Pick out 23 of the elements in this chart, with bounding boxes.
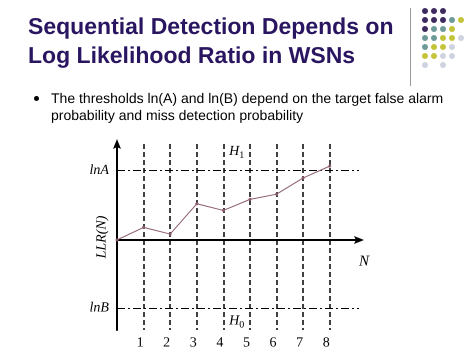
point bbox=[275, 192, 278, 196]
x-axis-title: N bbox=[358, 253, 370, 270]
chart-title: Sequential Detection Depends on Log Likelihood Ratio in WSNs bbox=[28, 12, 394, 70]
point bbox=[195, 202, 198, 206]
x-tick-label: 5 bbox=[242, 336, 250, 350]
ref-line-label: lnB bbox=[90, 300, 110, 316]
y-axis-title: LLR(N) bbox=[94, 215, 110, 260]
chart-subtitle: The thresholds ln(A) and ln(B) depend on the target false alarm probability and miss detection probability bbox=[51, 90, 444, 124]
point bbox=[116, 238, 118, 242]
point bbox=[248, 198, 252, 201]
x-tick-label: 2 bbox=[163, 336, 170, 350]
point bbox=[142, 226, 146, 229]
x-tick-label: 1 bbox=[136, 336, 144, 350]
x-tick-label: 3 bbox=[190, 336, 197, 350]
x-tick-label: 6 bbox=[270, 336, 277, 350]
x-tick-label: 8 bbox=[322, 336, 330, 350]
x-tick-label: 4 bbox=[216, 336, 224, 350]
point bbox=[222, 208, 225, 212]
point bbox=[168, 232, 172, 236]
x-tick-label: 7 bbox=[296, 336, 304, 350]
point bbox=[328, 164, 332, 168]
ref-line-label: lnA bbox=[90, 163, 110, 178]
point bbox=[302, 176, 305, 180]
